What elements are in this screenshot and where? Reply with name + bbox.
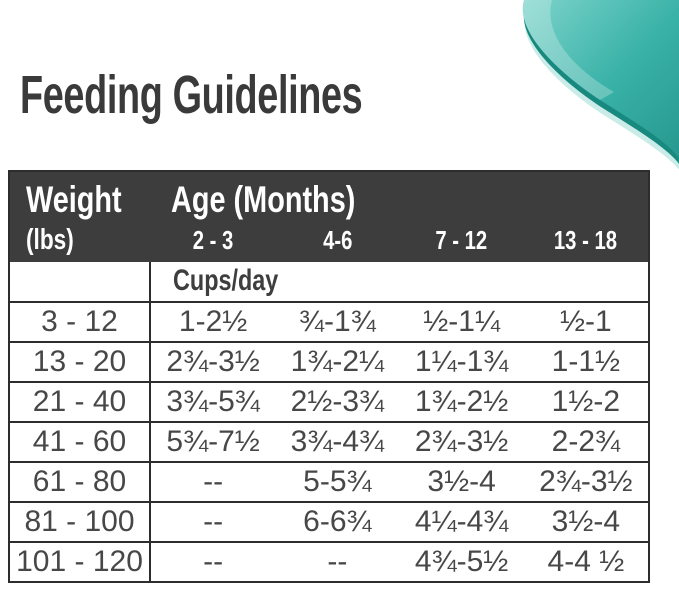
value-cell: 3½-4 bbox=[427, 465, 496, 498]
feeding-table: Weight Age (Months) (lbs) 2 - 3 4-6 7 - … bbox=[8, 170, 650, 583]
table-header: Weight Age (Months) (lbs) 2 - 3 4-6 7 - … bbox=[10, 172, 648, 262]
weight-cell: 41 - 60 bbox=[10, 423, 151, 461]
swoosh-pale-edge bbox=[524, 14, 679, 170]
weight-cell: 101 - 120 bbox=[10, 543, 151, 581]
value-cell: 3¾-5¾ bbox=[166, 385, 260, 418]
value-cell: 6-6¾ bbox=[303, 505, 372, 538]
col-group-header-age-label: Age (Months) bbox=[171, 179, 356, 220]
value-cell: 4¼-4¾ bbox=[414, 505, 509, 538]
table-row: 13 - 20 2¾-3½ 1¾-2¼ 1¼-1¾ 1-1½ bbox=[10, 341, 648, 381]
value-cell: 3¾-4¾ bbox=[290, 425, 385, 458]
col-header-weight-units: (lbs) bbox=[26, 224, 74, 256]
value-cell: 2¾-3½ bbox=[414, 425, 509, 458]
units-row: Cups/day bbox=[10, 262, 648, 301]
value-cell: 5¾-7½ bbox=[166, 425, 260, 458]
value-cell: ½-1¼ bbox=[423, 305, 500, 338]
value-cell: -- bbox=[327, 545, 348, 578]
weight-cell: 61 - 80 bbox=[10, 463, 151, 501]
value-cell: 1-2½ bbox=[178, 305, 248, 338]
value-cell: 2¾-3½ bbox=[166, 345, 260, 378]
value-cell: 5-5¾ bbox=[303, 465, 372, 498]
col-header-weight: Weight bbox=[10, 175, 151, 223]
units-label: Cups/day bbox=[173, 264, 279, 297]
value-cell: ½-1 bbox=[560, 305, 612, 338]
col-header-weight-label: Weight bbox=[26, 179, 122, 220]
value-cell: -- bbox=[203, 465, 224, 498]
col-header-age-7-12: 7 - 12 bbox=[435, 225, 488, 255]
swoosh-dark-rim bbox=[523, 7, 679, 164]
swoosh-body bbox=[522, 0, 679, 158]
value-cell: 1-1½ bbox=[551, 345, 621, 378]
units-row-spacer-cell bbox=[10, 262, 151, 301]
col-group-header-age: Age (Months) bbox=[151, 175, 648, 223]
weight-cell: 21 - 40 bbox=[10, 383, 151, 421]
value-cell: ¾-1¾ bbox=[299, 305, 376, 338]
table-row: 21 - 40 3¾-5¾ 2½-3¾ 1¾-2½ 1½-2 bbox=[10, 381, 648, 421]
value-cell: 4-4 ½ bbox=[547, 545, 625, 578]
table-row: 101 - 120 -- -- 4¾-5½ 4-4 ½ bbox=[10, 541, 648, 581]
value-cell: 1¾-2¼ bbox=[290, 345, 385, 378]
weight-cell: 3 - 12 bbox=[10, 303, 151, 341]
col-header-age-2-3: 2 - 3 bbox=[192, 225, 234, 255]
value-cell: -- bbox=[203, 505, 224, 538]
weight-cell: 13 - 20 bbox=[10, 343, 151, 381]
table-row: 81 - 100 -- 6-6¾ 4¼-4¾ 3½-4 bbox=[10, 501, 648, 541]
value-cell: 1½-2 bbox=[551, 385, 621, 418]
col-header-age-4-6: 4-6 bbox=[322, 225, 353, 255]
value-cell: 4¾-5½ bbox=[414, 545, 509, 578]
value-cell: 3½-4 bbox=[551, 505, 621, 538]
value-cell: 1¼-1¾ bbox=[414, 345, 509, 378]
table-row: 61 - 80 -- 5-5¾ 3½-4 2¾-3½ bbox=[10, 461, 648, 501]
value-cell: 2½-3¾ bbox=[290, 385, 385, 418]
value-cell: 2-2¾ bbox=[551, 425, 621, 458]
table-row: 41 - 60 5¾-7½ 3¾-4¾ 2¾-3½ 2-2¾ bbox=[10, 421, 648, 461]
value-cell: -- bbox=[203, 545, 224, 578]
swoosh-highlight bbox=[522, 0, 614, 100]
value-cell: 2¾-3½ bbox=[539, 465, 633, 498]
col-header-age-13-18: 13 - 18 bbox=[554, 225, 618, 255]
table-row: 3 - 12 1-2½ ¾-1¾ ½-1¼ ½-1 bbox=[10, 301, 648, 341]
weight-cell: 81 - 100 bbox=[10, 503, 151, 541]
page-title: Feeding Guidelines bbox=[20, 65, 363, 125]
value-cell: 1¾-2½ bbox=[414, 385, 509, 418]
